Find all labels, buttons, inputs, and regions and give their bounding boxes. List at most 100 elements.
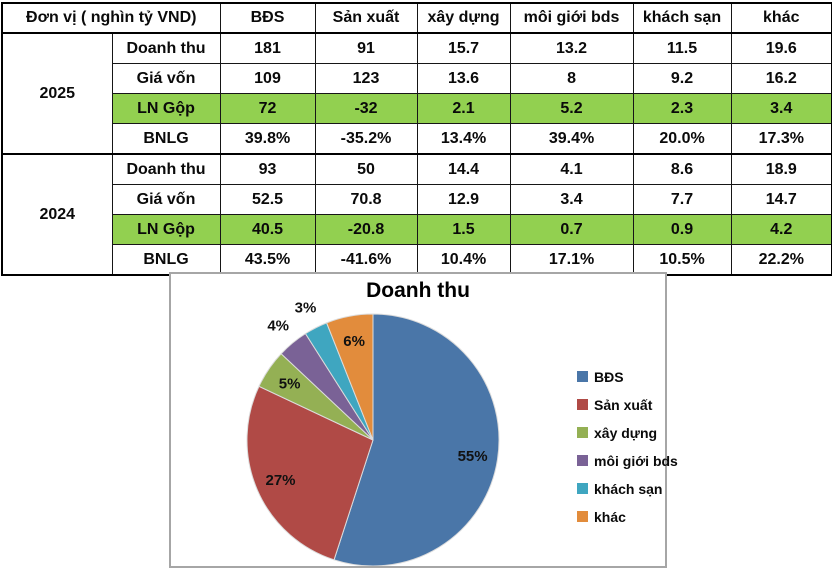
value-cell: 17.1% (509, 244, 634, 276)
legend-label: BĐS (594, 368, 624, 385)
legend-marker-icon (577, 371, 588, 382)
pie-chart: 55% 27% 5% 4% 3% 6% (246, 300, 500, 566)
table-row: LN Gộp 40.5 -20.8 1.5 0.7 0.9 4.2 (2, 214, 832, 245)
value-cell: 109 (219, 63, 316, 94)
column-header-2: xây dựng (416, 2, 511, 34)
value-cell: 11.5 (632, 32, 732, 64)
column-header-0: BĐS (219, 2, 316, 34)
value-cell: 12.9 (416, 184, 511, 215)
value-cell: 10.5% (632, 244, 732, 276)
legend-item-xây dựng: xây dựng (577, 424, 678, 441)
value-cell: 3.4 (730, 93, 832, 124)
value-cell: 2.1 (416, 93, 511, 124)
pie-chart-panel: 55% 27% 5% 4% 3% 6% Doanh thu BĐS Sản xuất xây … (169, 272, 678, 568)
table-header-row: Đơn vị ( nghìn tỷ VND) BĐS Sản xuất xây dự… (1, 2, 832, 34)
value-cell: -32 (314, 93, 418, 124)
value-cell: 14.4 (416, 153, 511, 185)
value-cell: 93 (219, 153, 316, 185)
row-label-cell: BNLG (111, 123, 221, 155)
legend-marker-icon (577, 511, 588, 522)
value-cell: 181 (219, 32, 316, 64)
pie-slice-value-label: 3% (295, 300, 317, 317)
value-cell: 8 (509, 63, 634, 94)
legend-label: khác (594, 508, 626, 525)
value-cell: 16.2 (730, 63, 832, 94)
value-cell: 70.8 (314, 184, 418, 215)
table-row: 2024 Doanh thu 93 50 14.4 4.1 8.6 18.9 (1, 153, 832, 276)
value-cell: 14.7 (730, 184, 832, 215)
legend-label: môi giới bds (594, 452, 678, 469)
value-cell: 0.9 (632, 214, 732, 245)
value-cell: 3.4 (509, 184, 634, 215)
value-cell: 52.5 (219, 184, 316, 215)
pie-slice-value-label: 27% (265, 472, 295, 489)
year-cell-2025: 2025 (1, 32, 113, 155)
legend-label: khách sạn (594, 480, 663, 497)
value-cell: 50 (314, 153, 418, 185)
pie-slice-Sản xuất (246, 385, 374, 561)
value-cell: 13.2 (509, 32, 634, 64)
pie-slice-value-label: 6% (343, 333, 365, 350)
value-cell: 4.1 (509, 153, 634, 185)
row-label-cell: BNLG (111, 244, 221, 276)
chart-title: Doanh thu (366, 279, 470, 302)
row-label-cell: Doanh thu (111, 153, 221, 185)
value-cell: 91 (314, 32, 418, 64)
legend-item-Sản xuất: Sản xuất (577, 396, 678, 413)
value-cell: 20.0% (632, 123, 732, 155)
legend-item-môi giới bds: môi giới bds (577, 452, 678, 469)
legend-marker-icon (577, 399, 588, 410)
value-cell: -41.6% (314, 244, 418, 276)
column-header-4: khách sạn (632, 2, 732, 34)
row-label-cell: LN Gộp (111, 214, 221, 245)
value-cell: -20.8 (314, 214, 418, 245)
legend-marker-icon (577, 427, 588, 438)
financial-table: Đơn vị ( nghìn tỷ VND) BĐS Sản xuất xây dự… (1, 2, 832, 276)
value-cell: 10.4% (416, 244, 511, 276)
row-label-cell: Doanh thu (111, 32, 221, 64)
table-row: BNLG 43.5% -41.6% 10.4% 17.1% 10.5% 22.2% (2, 244, 832, 276)
table-row: LN Gộp 72 -32 2.1 5.2 2.3 3.4 (2, 93, 832, 124)
value-cell: 5.2 (509, 93, 634, 124)
year-cell-2024: 2024 (1, 153, 113, 276)
value-cell: 0.7 (509, 214, 634, 245)
value-cell: 39.4% (509, 123, 634, 155)
value-cell: 17.3% (730, 123, 832, 155)
value-cell: 9.2 (632, 63, 732, 94)
value-cell: 13.6 (416, 63, 511, 94)
column-header-1: Sản xuất (314, 2, 418, 34)
value-cell: 72 (219, 93, 316, 124)
value-cell: -35.2% (314, 123, 418, 155)
row-label-cell: Giá vốn (111, 184, 221, 215)
value-cell: 13.4% (416, 123, 511, 155)
table-row: Giá vốn 52.5 70.8 12.9 3.4 7.7 14.7 (2, 184, 832, 215)
value-cell: 19.6 (730, 32, 832, 64)
value-cell: 39.8% (219, 123, 316, 155)
row-label-cell: Giá vốn (111, 63, 221, 94)
chart-legend: BĐS Sản xuất xây dựng môi giới bds khách sạn… (577, 368, 678, 536)
value-cell: 15.7 (416, 32, 511, 64)
legend-item-khác: khác (577, 508, 678, 525)
value-cell: 18.9 (730, 153, 832, 185)
legend-item-khách sạn: khách sạn (577, 480, 678, 497)
table-row: BNLG 39.8% -35.2% 13.4% 39.4% 20.0% 17.3% (2, 123, 832, 155)
value-cell: 43.5% (219, 244, 316, 276)
row-label-cell: LN Gộp (111, 93, 221, 124)
legend-item-BĐS: BĐS (577, 368, 678, 385)
legend-label: Sản xuất (594, 396, 653, 413)
table-row: Giá vốn 109 123 13.6 8 9.2 16.2 (2, 63, 832, 94)
value-cell: 123 (314, 63, 418, 94)
table-unit-header: Đơn vị ( nghìn tỷ VND) (1, 2, 221, 34)
column-header-5: khác (730, 2, 832, 34)
value-cell: 22.2% (730, 244, 832, 276)
pie-slice-BĐS (333, 313, 500, 566)
pie-slice-value-label: 4% (267, 317, 289, 334)
value-cell: 4.2 (730, 214, 832, 245)
column-header-3: môi giới bds (509, 2, 634, 34)
legend-marker-icon (577, 455, 588, 466)
pie-slice-value-label: 55% (458, 448, 488, 465)
legend-marker-icon (577, 483, 588, 494)
pie-slice-khác (325, 313, 374, 441)
value-cell: 40.5 (219, 214, 316, 245)
